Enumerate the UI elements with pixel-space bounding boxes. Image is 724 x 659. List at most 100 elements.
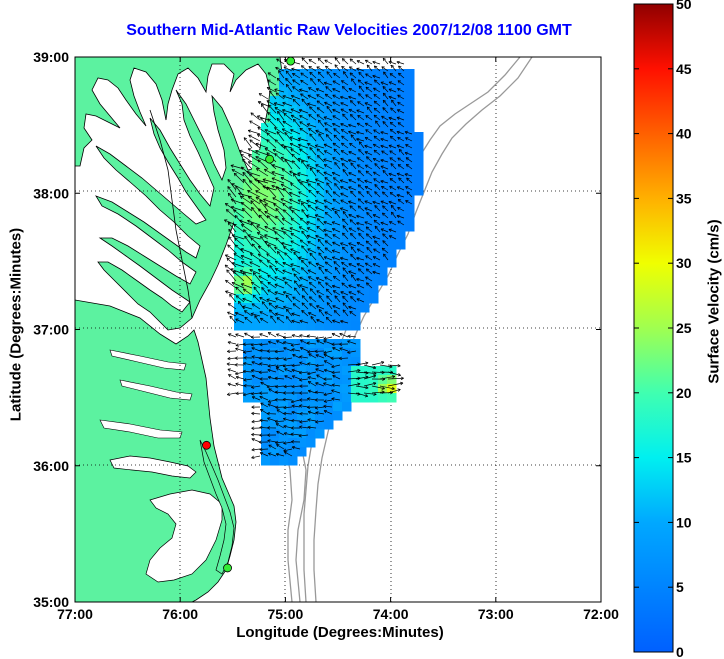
velocity-arrow-head [339,347,343,351]
velocity-arrow [340,257,349,261]
velocity-arrow-head [267,368,271,371]
velocity-arrow [364,137,373,142]
velocity-arrow [294,287,301,296]
velocity-arrow [233,209,245,219]
velocity-arrow [396,117,405,121]
velocity-arrow-head [366,156,368,160]
velocity-arrow-head [250,237,253,241]
velocity-arrow-head [268,302,272,304]
velocity-arrow [275,385,285,388]
velocity-arrow-head [333,148,336,152]
velocity-arrow-head [332,305,335,309]
velocity-arrow [332,305,341,310]
velocity-cell [333,285,343,295]
velocity-arrow [356,138,365,142]
velocity-cell [378,69,388,79]
velocity-arrow-head [397,137,400,141]
velocity-arrow [275,423,285,429]
velocity-arrow-head [242,172,244,176]
velocity-arrow-head [301,160,305,163]
velocity-arrow-head [268,453,271,456]
velocity-cell [252,276,262,286]
velocity-arrow-head [309,288,312,292]
velocity-arrow [383,71,389,79]
velocity-arrow [277,251,285,261]
velocity-arrow-head [283,357,287,360]
velocity-arrow-head [274,351,278,354]
velocity-arrow [280,183,293,191]
velocity-arrow-head [231,262,235,266]
velocity-cell [297,321,307,331]
velocity-arrow [300,339,309,345]
velocity-arrow-head [272,149,275,152]
velocity-arrow [374,79,381,86]
x-tick-label: 73:00 [478,606,514,622]
velocity-arrow-head [380,228,384,232]
velocity-cell [342,159,352,169]
velocity-arrow-head [397,94,400,98]
velocity-arrow-head [307,241,310,245]
velocity-cell [360,375,370,385]
velocity-arrow [332,172,341,177]
velocity-arrow-head [238,300,242,303]
velocity-arrow [251,281,261,289]
velocity-arrow [331,364,341,368]
velocity-arrow-head [259,427,263,430]
velocity-arrow-head [290,95,294,99]
velocity-arrow-head [268,104,270,108]
velocity-arrow-head [339,207,343,211]
velocity-cell [360,384,370,394]
velocity-arrow-head [380,360,385,363]
velocity-arrow-head [291,369,295,373]
velocity-arrow [259,311,269,317]
velocity-arrow-head [275,390,279,393]
velocity-arrow-head [388,117,392,121]
velocity-arrow-head [341,247,344,251]
velocity-arrow-head [299,404,303,406]
velocity-arrow-head [235,391,239,394]
velocity-arrow-head [230,164,234,166]
velocity-arrow-head [234,237,237,242]
velocity-cell [396,222,406,232]
velocity-arrow [349,219,357,226]
velocity-arrow-head [264,211,267,215]
velocity-arrow [390,163,397,170]
velocity-arrow [267,281,277,289]
velocity-cell [279,96,289,106]
velocity-arrow [276,131,285,142]
velocity-arrow-head [286,308,290,311]
velocity-arrow-head [243,356,247,359]
velocity-arrow-head [253,286,257,289]
velocity-cell [333,231,343,241]
velocity-arrow-head [243,379,247,382]
velocity-arrow-head [307,376,311,380]
velocity-arrow [283,231,293,240]
velocity-cell [369,186,379,196]
velocity-arrow-head [349,205,352,209]
velocity-arrow-head [266,350,270,353]
velocity-arrow [283,441,293,444]
velocity-arrow-head [235,345,239,347]
velocity-arrow [241,261,253,268]
y-tick-label: 37:00 [33,322,69,338]
velocity-cell [351,312,361,322]
velocity-arrow-head [332,109,335,113]
velocity-arrow [243,370,253,373]
velocity-arrow-head [397,122,400,126]
velocity-arrow-head [331,370,335,373]
velocity-arrow-head [306,200,309,203]
velocity-cell [297,366,307,376]
velocity-arrow [317,71,325,79]
velocity-arrow [364,186,373,191]
velocity-arrow-head [298,226,301,230]
velocity-arrow-head [348,88,351,92]
velocity-arrow-head [264,234,267,238]
velocity-arrow-head [227,221,232,224]
velocity-arrow-head [324,122,327,126]
velocity-arrow [275,208,285,219]
velocity-arrow-head [380,222,384,225]
velocity-arrow-head [382,240,386,242]
velocity-arrow [282,269,293,275]
velocity-arrow-head [349,58,354,60]
velocity-arrow-head [325,282,329,284]
